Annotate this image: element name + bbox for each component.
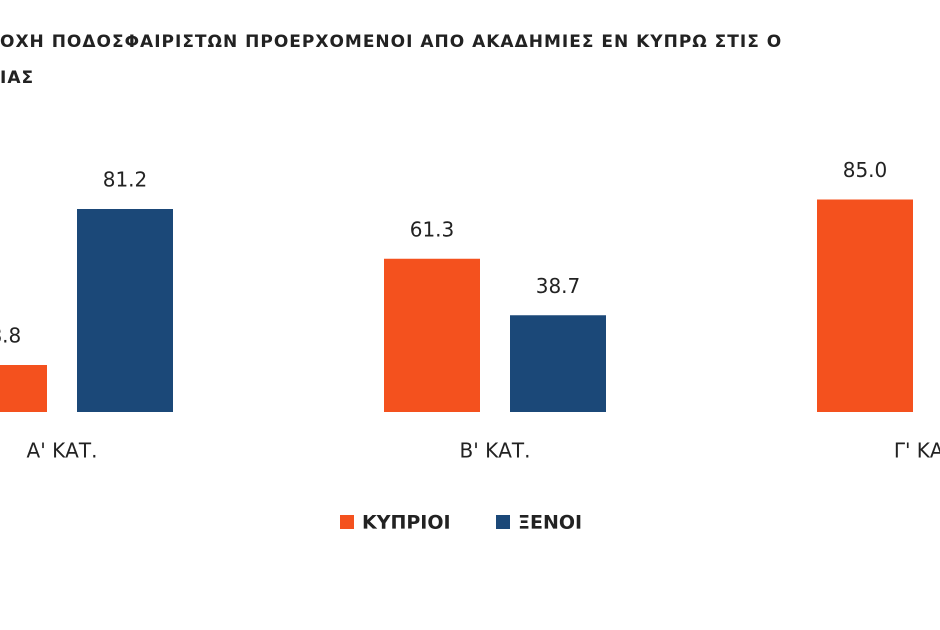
- legend-swatch: [340, 515, 354, 529]
- bar: [0, 365, 47, 412]
- bar: [77, 209, 173, 412]
- x-tick-label: Γ' ΚΑΤ.: [894, 439, 940, 463]
- chart-title: ΙΑΣ: [0, 68, 34, 88]
- data-label: 61.3: [410, 217, 455, 241]
- bar: [510, 315, 606, 412]
- x-tick-label: Α' ΚΑΤ.: [27, 439, 98, 463]
- data-label: 81.2: [103, 168, 148, 192]
- data-label: 18.8: [0, 324, 21, 348]
- data-label: 85.0: [843, 158, 888, 182]
- legend-swatch: [496, 515, 510, 529]
- bar: [817, 199, 913, 412]
- x-tick-label: Β' ΚΑΤ.: [460, 439, 531, 463]
- bar: [384, 258, 480, 412]
- chart-title: ΟΧΗ ΠΟΔΟΣΦΑΙΡΙΣΤΩΝ ΠΡΟΕΡΧΟΜΕΝΟΙ ΑΠΟ ΑΚΑΔ…: [0, 32, 782, 52]
- legend-label: ΞΕΝΟΙ: [518, 512, 582, 534]
- legend-label: ΚΥΠΡΙΟΙ: [362, 512, 451, 534]
- data-label: 38.7: [536, 274, 581, 298]
